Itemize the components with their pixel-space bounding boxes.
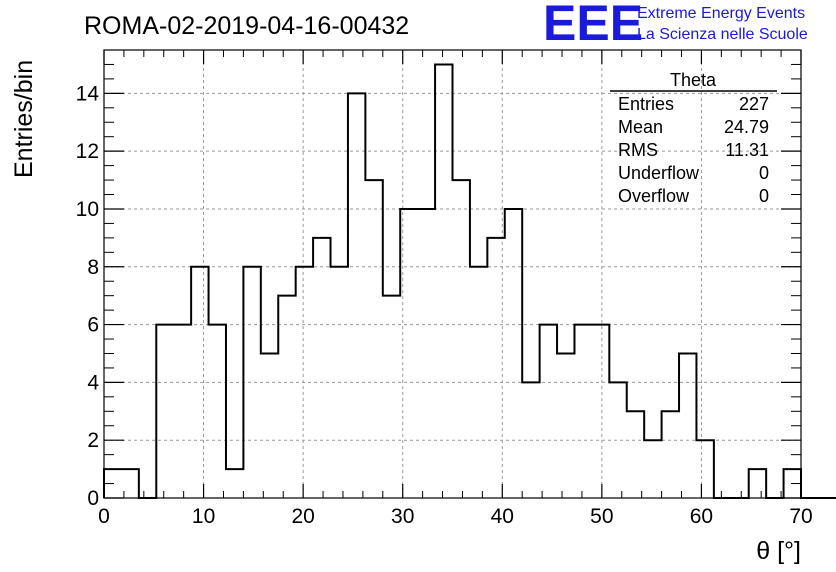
histogram-bin <box>243 267 260 498</box>
y-tick-label: 12 <box>76 140 99 163</box>
logo-line-1: Extreme Energy Events <box>637 5 805 22</box>
y-tick-label: 14 <box>76 82 100 105</box>
histogram-bin <box>261 353 278 498</box>
x-tick-label: 40 <box>491 505 514 528</box>
stats-row-label: Overflow <box>618 186 690 206</box>
stats-row-label: Entries <box>618 94 674 114</box>
chart-title: ROMA-02-2019-04-16-00432 <box>84 12 409 40</box>
x-tick-label: 50 <box>590 505 613 528</box>
eee-logo: EEE Extreme Energy Events La Scienza nel… <box>543 0 808 51</box>
logo-mark: EEE <box>543 0 643 51</box>
histogram-bin <box>679 353 696 498</box>
histogram-bin <box>226 469 243 498</box>
histogram-bin <box>662 411 679 498</box>
histogram-bin <box>574 325 591 498</box>
stats-box: Theta Entries 227 Mean 24.79 RMS 11.31 Underfl… <box>610 70 777 206</box>
histogram-bin <box>348 93 365 498</box>
stats-row-label: Mean <box>618 117 663 137</box>
x-tick-label: 0 <box>98 505 110 528</box>
histogram-bin <box>627 411 644 498</box>
histogram-bin <box>609 382 626 498</box>
histogram-bin <box>592 325 609 498</box>
x-tick-labels: 0 10 20 30 40 50 60 70 <box>98 505 813 528</box>
stats-row-value: 227 <box>739 94 769 114</box>
histogram-bin <box>505 209 522 498</box>
histogram-bin <box>156 325 173 498</box>
x-tick-label: 70 <box>789 505 812 528</box>
histogram-bin <box>365 180 382 498</box>
stats-row-value: 0 <box>759 163 769 183</box>
histogram-bin <box>749 469 766 498</box>
stats-row-value: 24.79 <box>724 117 769 137</box>
logo-line-2: La Scienza nelle Scuole <box>637 26 808 43</box>
stats-row-value: 11.31 <box>725 140 769 160</box>
histogram-bin <box>174 325 191 498</box>
x-tick-label: 20 <box>291 505 314 528</box>
stats-row-value: 0 <box>759 186 769 206</box>
histogram-bin <box>435 64 452 498</box>
histogram-bin <box>191 267 208 498</box>
histogram-bin <box>418 209 435 498</box>
y-tick-labels: 0 2 4 6 8 10 12 14 <box>76 82 100 510</box>
axis-ticks <box>103 49 802 499</box>
histogram-bin <box>383 296 400 498</box>
stats-row-label: Underflow <box>618 163 700 183</box>
histogram-bin <box>696 440 713 498</box>
x-tick-label: 30 <box>391 505 414 528</box>
x-tick-label: 60 <box>690 505 713 528</box>
histogram-bin <box>644 440 661 498</box>
y-tick-label: 8 <box>87 256 99 279</box>
histogram-bin <box>209 325 226 498</box>
y-axis-title: Entries/bin <box>10 60 38 178</box>
plot-frame <box>103 49 802 499</box>
histogram-outline <box>103 63 836 499</box>
y-tick-label: 4 <box>87 371 99 394</box>
histogram-bin <box>540 325 557 498</box>
histogram-bin <box>313 238 330 498</box>
y-tick-label: 10 <box>76 198 99 221</box>
histogram-bin <box>278 296 295 498</box>
y-tick-label: 6 <box>87 314 99 337</box>
stats-rows: Entries 227 Mean 24.79 RMS 11.31 Underflow 0 Ove… <box>618 94 769 206</box>
histogram-bars <box>103 63 836 499</box>
stats-title: Theta <box>670 70 717 90</box>
y-tick-label: 0 <box>87 487 99 510</box>
x-axis-title: θ [°] <box>756 537 801 565</box>
x-tick-label: 10 <box>192 505 215 528</box>
histogram-bin <box>557 353 574 498</box>
histogram-bin <box>453 180 470 498</box>
stats-row-label: RMS <box>618 140 658 160</box>
y-tick-label: 2 <box>87 429 99 452</box>
